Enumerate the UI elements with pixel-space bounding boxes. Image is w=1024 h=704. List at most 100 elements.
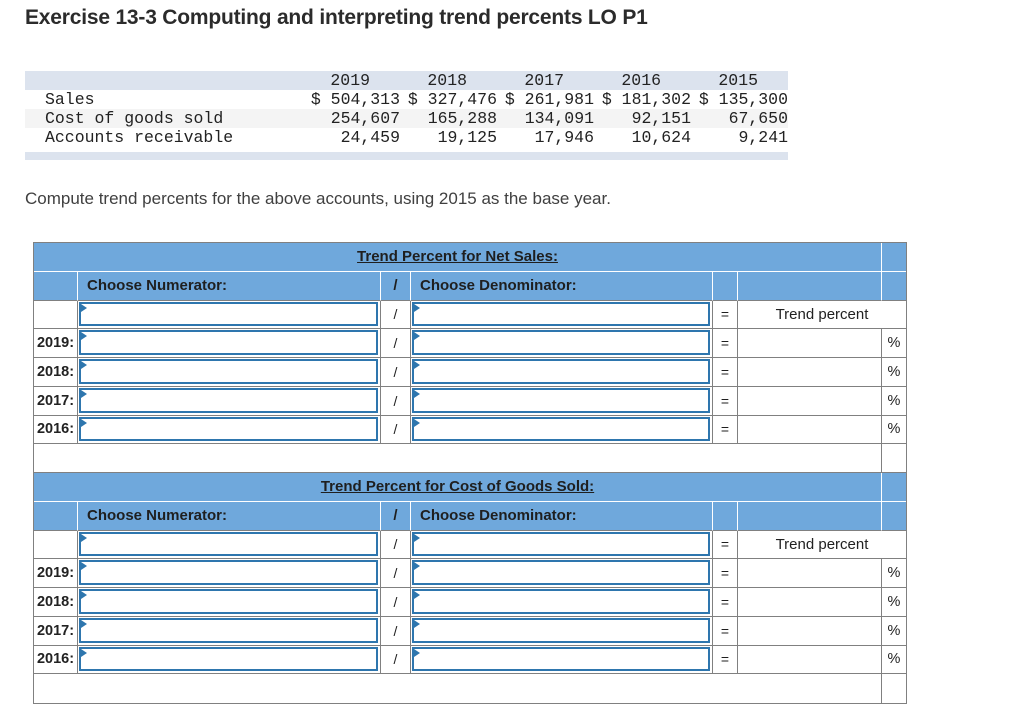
empty-header-cell (738, 271, 882, 301)
denominator-select[interactable] (412, 589, 710, 614)
equals-symbol: = (713, 559, 738, 588)
amount-cell: $ 261,981 (504, 90, 594, 109)
year-label: 2017: (34, 616, 78, 646)
divide-symbol: / (381, 501, 411, 531)
year-header: 2016 (621, 71, 661, 90)
denominator-select[interactable] (412, 531, 710, 557)
numerator-select[interactable] (79, 531, 378, 557)
numerator-cell (78, 329, 381, 358)
numerator-cell (78, 358, 381, 387)
amount-cell: $ 181,302 (601, 90, 691, 109)
year-label: 2019: (34, 559, 78, 588)
trend-percent-value (738, 588, 882, 617)
denominator-select[interactable] (412, 330, 710, 355)
trend-percent-value (738, 358, 882, 387)
numerator-cell (78, 386, 381, 416)
percent-symbol: % (882, 358, 906, 387)
numerator-cell (78, 415, 381, 445)
numerator-select[interactable] (79, 359, 378, 384)
denominator-select[interactable] (412, 560, 710, 585)
trend-percent-value (738, 415, 882, 445)
dropdown-marker-icon (414, 648, 420, 657)
percent-symbol: % (882, 588, 906, 617)
percent-symbol: % (882, 329, 906, 358)
financial-data-table: 2019 2018 2017 2016 2015 Sales $ 504,313… (25, 71, 788, 147)
denominator-select[interactable] (412, 359, 710, 384)
dropdown-marker-icon (81, 418, 87, 427)
empty-header-cell (34, 271, 78, 301)
denominator-cell (411, 616, 713, 646)
amount-cell: 165,288 (427, 109, 497, 128)
divide-symbol: / (381, 358, 411, 387)
denominator-select[interactable] (412, 617, 710, 643)
amount-cell: 134,091 (524, 109, 594, 128)
numerator-select[interactable] (79, 560, 378, 585)
year-header: 2015 (718, 71, 758, 90)
divide-symbol: / (381, 559, 411, 588)
trend-cogs-worksheet: Trend Percent for Cost of Goods Sold: Ch… (33, 472, 907, 704)
table-row: Accounts receivable 24,459 19,125 17,946… (25, 128, 788, 147)
dropdown-marker-icon (81, 619, 87, 628)
numerator-select[interactable] (79, 330, 378, 355)
year-label: 2018: (34, 588, 78, 617)
numerator-cell (78, 588, 381, 617)
divide-symbol: / (381, 530, 411, 560)
numerator-select[interactable] (79, 387, 378, 413)
dropdown-marker-icon (81, 332, 87, 341)
percent-symbol: % (882, 559, 906, 588)
dropdown-marker-icon (414, 332, 420, 341)
year-header: 2018 (427, 71, 467, 90)
dropdown-marker-icon (414, 591, 420, 599)
denominator-select[interactable] (412, 387, 710, 413)
instruction-text: Compute trend percents for the above acc… (25, 189, 611, 208)
result-header: Trend percent (738, 301, 906, 330)
financial-table-header-row: 2019 2018 2017 2016 2015 (25, 71, 788, 90)
empty-header-cell (713, 271, 738, 301)
numerator-cell (78, 300, 381, 330)
denominator-select[interactable] (412, 416, 710, 442)
account-header-spacer (25, 71, 303, 90)
denominator-select[interactable] (412, 301, 710, 327)
numerator-cell (78, 530, 381, 560)
spacer-cell (882, 674, 906, 703)
dropdown-marker-icon (414, 389, 420, 398)
equals-symbol: = (713, 415, 738, 445)
numerator-select[interactable] (79, 301, 378, 327)
empty-label-cell (34, 300, 78, 330)
numerator-header: Choose Numerator: (78, 501, 381, 531)
title-corner-cell (882, 473, 906, 502)
amount-cell: 9,241 (738, 128, 788, 147)
worksheet-title-text: Trend Percent for Cost of Goods Sold: (320, 478, 595, 496)
dropdown-marker-icon (414, 533, 420, 542)
equals-symbol: = (713, 358, 738, 387)
percent-symbol: % (882, 387, 906, 416)
divide-symbol: / (381, 588, 411, 617)
numerator-select[interactable] (79, 646, 378, 672)
denominator-header: Choose Denominator: (411, 271, 713, 301)
year-header: 2019 (330, 71, 370, 90)
denominator-cell (411, 645, 713, 675)
denominator-cell (411, 530, 713, 560)
dropdown-marker-icon (81, 648, 87, 657)
denominator-cell (411, 559, 713, 588)
dropdown-marker-icon (81, 562, 87, 571)
denominator-cell (411, 415, 713, 445)
title-corner-cell (882, 243, 906, 272)
numerator-select[interactable] (79, 617, 378, 643)
spacer-row (34, 674, 882, 703)
dropdown-marker-icon (414, 303, 420, 312)
empty-label-cell (34, 530, 78, 560)
divide-symbol: / (381, 271, 411, 301)
amount-cell: 254,607 (330, 109, 400, 128)
equals-symbol: = (713, 386, 738, 416)
amount-cell: 19,125 (437, 128, 497, 147)
dropdown-marker-icon (81, 303, 87, 312)
amount-cell: 24,459 (340, 128, 400, 147)
numerator-select[interactable] (79, 589, 378, 614)
worksheet-title: Trend Percent for Cost of Goods Sold: (34, 473, 882, 502)
year-label: 2016: (34, 645, 78, 675)
numerator-cell (78, 616, 381, 646)
table-row: Sales $ 504,313 $ 327,476 $ 261,981 $ 18… (25, 90, 788, 109)
denominator-select[interactable] (412, 646, 710, 672)
numerator-select[interactable] (79, 416, 378, 442)
